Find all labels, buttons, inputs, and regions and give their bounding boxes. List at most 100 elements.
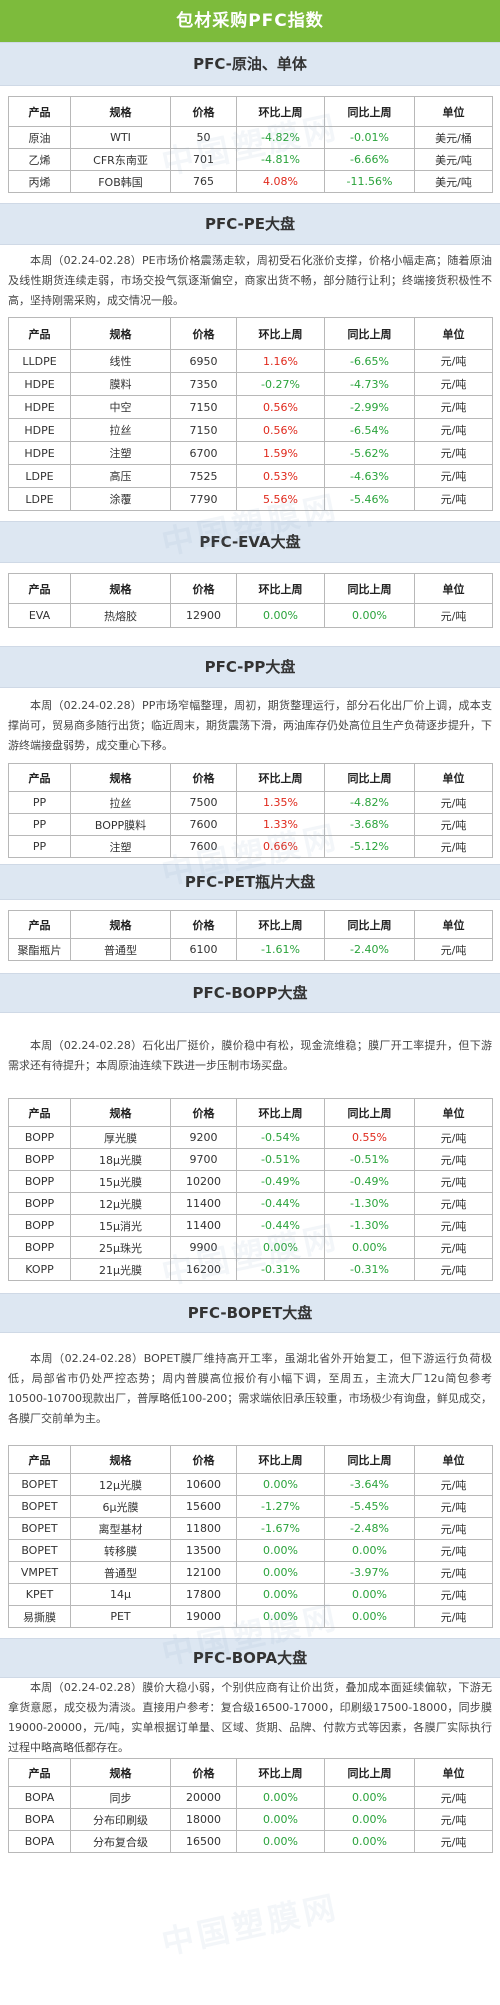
column-header: 规格 [70,96,171,127]
table-cell: 元/吨 [414,464,493,488]
table-cell: PP [8,813,71,836]
column-header: 价格 [170,1445,237,1474]
table-cell: BOPET [8,1539,71,1562]
page-title: 包材采购PFC指数 [0,0,500,42]
table-cell: -4.82% [236,126,325,149]
table-cell: FOB韩国 [70,170,171,193]
table-cell: 元/吨 [414,1258,493,1281]
table-cell: 0.00% [324,1236,415,1259]
price-table: 产品 规格 价格 环比上周 同比上周 单位 BOPET 12μ光膜 10600 0.00% -3.6… [8,1445,493,1628]
section-header: PFC-PE大盘 [0,203,500,245]
table-cell: -6.66% [324,148,415,171]
table-row: EVA 热熔胶 12900 0.00% 0.00% 元/吨 [8,603,493,628]
table-cell: 0.00% [236,1561,325,1584]
section-description: 本周（02.24-02.28）BOPET膜厂维持高开工率，虽湖北省外开始复工，但… [0,1333,500,1445]
table-cell: LDPE [8,487,71,511]
table-header-row: 产品 规格 价格 环比上周 同比上周 单位 [8,763,493,792]
table-cell: 中空 [70,395,171,419]
table-cell: -3.68% [324,813,415,836]
table-cell: BOPA [8,1808,71,1831]
table-cell: KPET [8,1583,71,1606]
table-cell: BOPET [8,1473,71,1496]
table-row: BOPET 转移膜 13500 0.00% 0.00% 元/吨 [8,1539,493,1562]
table-cell: 10200 [170,1170,237,1193]
column-header: 价格 [170,96,237,127]
column-header: 同比上周 [324,96,415,127]
table-cell: 0.00% [236,1583,325,1606]
table-cell: 0.00% [236,1236,325,1259]
price-table: 产品 规格 价格 环比上周 同比上周 单位 PP 拉丝 7500 1.35% -4.82% 元/吨 PP… [8,763,493,858]
column-header: 产品 [8,1758,71,1787]
column-header: 产品 [8,317,71,350]
table-cell: 15μ消光 [70,1214,171,1237]
column-header: 同比上周 [324,1445,415,1474]
table-cell: 14μ [70,1583,171,1606]
table-cell: -4.73% [324,372,415,396]
table-cell: 18000 [170,1808,237,1831]
table-row: HDPE 注塑 6700 1.59% -5.62% 元/吨 [8,441,493,465]
table-cell: 元/吨 [414,418,493,442]
section-header: PFC-PP大盘 [0,646,500,688]
table-cell: BOPP [8,1192,71,1215]
section-description-text: 本周（02.24-02.28）石化出厂挺价，膜价稳中有松，现金流维稳；膜厂开工率… [8,1038,492,1072]
table-cell: 12900 [170,603,237,628]
table-cell: 15600 [170,1495,237,1518]
table-cell: 元/吨 [414,487,493,511]
table-cell: -0.31% [236,1258,325,1281]
table-cell: 0.00% [324,1583,415,1606]
table-cell: -4.63% [324,464,415,488]
table-cell: -6.65% [324,349,415,373]
table-cell: PET [70,1605,171,1628]
table-cell: 0.56% [236,418,325,442]
table-cell: HDPE [8,395,71,419]
table-cell: HDPE [8,441,71,465]
table-cell: 0.66% [236,835,325,858]
table-cell: 17800 [170,1583,237,1606]
table-cell: 6950 [170,349,237,373]
table-cell: -1.30% [324,1192,415,1215]
table-cell: 9200 [170,1126,237,1149]
table-cell: 6100 [170,938,237,961]
column-header: 环比上周 [236,1758,325,1787]
column-header: 产品 [8,1445,71,1474]
table-cell: 10600 [170,1473,237,1496]
table-cell: 膜料 [70,372,171,396]
table-cell: 7500 [170,791,237,814]
table-cell: 普通型 [70,1561,171,1584]
table-row: PP 注塑 7600 0.66% -5.12% 元/吨 [8,835,493,858]
table-cell: -1.30% [324,1214,415,1237]
table-cell: 0.00% [236,1786,325,1809]
spacer [0,628,500,646]
table-header-row: 产品 规格 价格 环比上周 同比上周 单位 [8,573,493,604]
section-description: 本周（02.24-02.28）PE市场价格震荡走软，周初受石化涨价支撑，价格小幅… [0,245,500,317]
column-header: 价格 [170,763,237,792]
column-header: 产品 [8,910,71,939]
table-cell: 12100 [170,1561,237,1584]
table-cell: 0.00% [324,603,415,628]
spacer [0,511,500,521]
table-cell: PP [8,835,71,858]
table-cell: PP [8,791,71,814]
table-cell: 0.00% [324,1539,415,1562]
table-cell: -0.49% [324,1170,415,1193]
table-cell: -6.54% [324,418,415,442]
table-cell: 7525 [170,464,237,488]
table-cell: -0.44% [236,1192,325,1215]
table-cell: 7150 [170,418,237,442]
table-cell: 0.00% [324,1786,415,1809]
table-row: BOPP 15μ光膜 10200 -0.49% -0.49% 元/吨 [8,1170,493,1193]
table-cell: -0.44% [236,1214,325,1237]
column-header: 价格 [170,573,237,604]
table-cell: 0.00% [236,1605,325,1628]
table-header-row: 产品 规格 价格 环比上周 同比上周 单位 [8,1758,493,1787]
table-header-row: 产品 规格 价格 环比上周 同比上周 单位 [8,1098,493,1127]
column-header: 规格 [70,910,171,939]
spacer [0,86,500,96]
table-cell: -0.49% [236,1170,325,1193]
column-header: 产品 [8,96,71,127]
table-cell: -5.46% [324,487,415,511]
table-cell: BOPP [8,1236,71,1259]
table-cell: 7790 [170,487,237,511]
column-header: 环比上周 [236,1445,325,1474]
table-header-row: 产品 规格 价格 环比上周 同比上周 单位 [8,317,493,350]
